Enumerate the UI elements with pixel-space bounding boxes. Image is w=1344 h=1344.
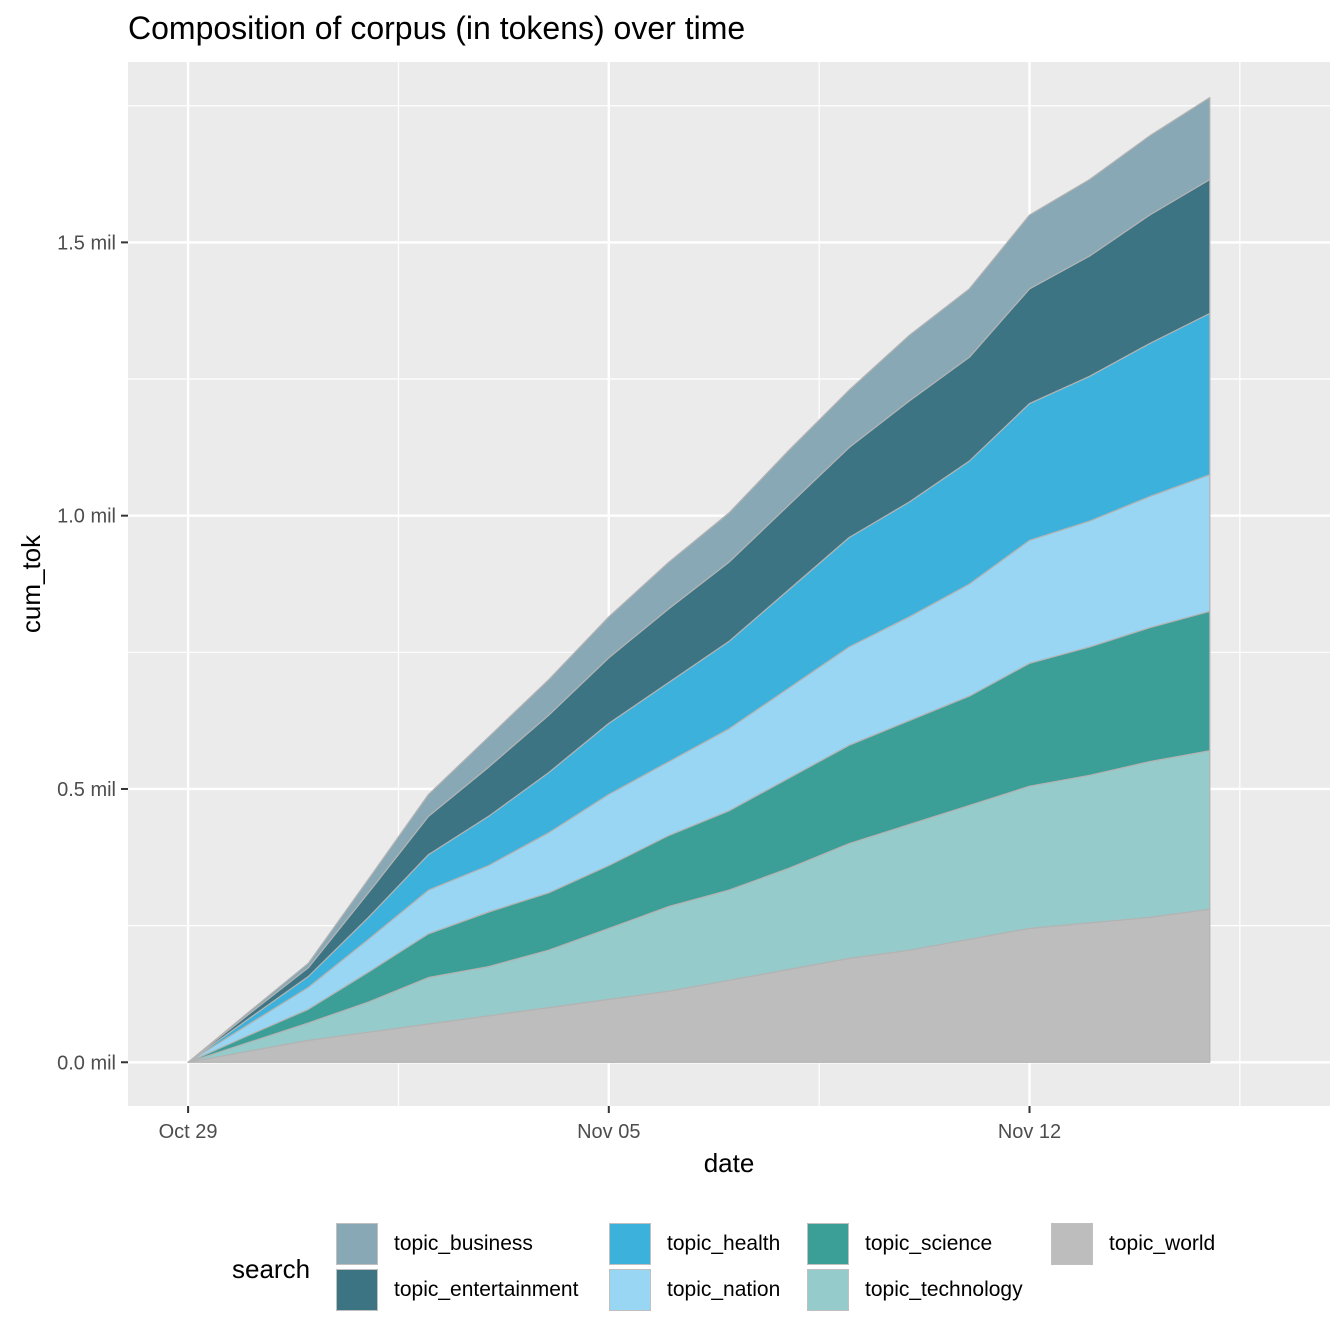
legend-item-topic-nation: topic_nation [609,1268,780,1312]
legend-label-topic-nation: topic_nation [667,1278,781,1301]
chart-title: Composition of corpus (in tokens) over t… [128,10,746,46]
legend-label-topic-health: topic_health [667,1232,781,1255]
legend-item-topic-business: topic_business [336,1222,533,1266]
legend-label-topic-world: topic_world [1109,1232,1216,1255]
legend-key-topic-business [336,1223,378,1265]
x-axis-title: date [704,1148,755,1178]
y-tick-label: 0.5 mil [57,779,116,801]
legend-key-topic-world [1051,1223,1093,1265]
y-tick-label: 1.5 mil [57,232,116,254]
x-tick-label: Nov 12 [998,1121,1061,1143]
y-axis-title: cum_tok [16,534,46,633]
legend-label-topic-science: topic_science [865,1232,993,1255]
legend-title: search [232,1254,311,1284]
legend-label-topic-business: topic_business [394,1232,533,1255]
y-tick-label: 0.0 mil [57,1052,116,1074]
legend-key-topic-health [609,1223,651,1265]
y-tick-label: 1.0 mil [57,506,116,528]
legend-item-topic-health: topic_health [609,1222,780,1266]
legend-key-topic-science [807,1223,849,1265]
legend-key-topic-entertainment [336,1269,378,1311]
legend-item-topic-science: topic_science [807,1222,992,1266]
legend-item-topic-entertainment: topic_entertainment [336,1268,578,1312]
axis-ticks: Oct 29 Nov 05 Nov 12 0.0 mil 0.5 mil 1.0 mil 1… [57,232,1061,1143]
legend-key-topic-nation [609,1269,651,1311]
x-tick-label: Oct 29 [159,1121,218,1143]
area-topic-business [187,96,1211,1063]
legend-label-topic-entertainment: topic_entertainment [394,1278,579,1301]
legend-key-topic-technology [807,1269,849,1311]
chart-plot: Oct 29 Nov 05 Nov 12 0.0 mil 0.5 mil 1.0 mil 1… [16,62,1330,1178]
legend: search topic_business topic_entertainmen… [232,1222,1332,1314]
x-tick-label: Nov 05 [577,1121,640,1143]
area-series [187,96,1211,1063]
legend-item-topic-world: topic_world [1051,1222,1215,1266]
legend-label-topic-technology: topic_technology [865,1278,1023,1301]
legend-item-topic-technology: topic_technology [807,1268,1023,1312]
